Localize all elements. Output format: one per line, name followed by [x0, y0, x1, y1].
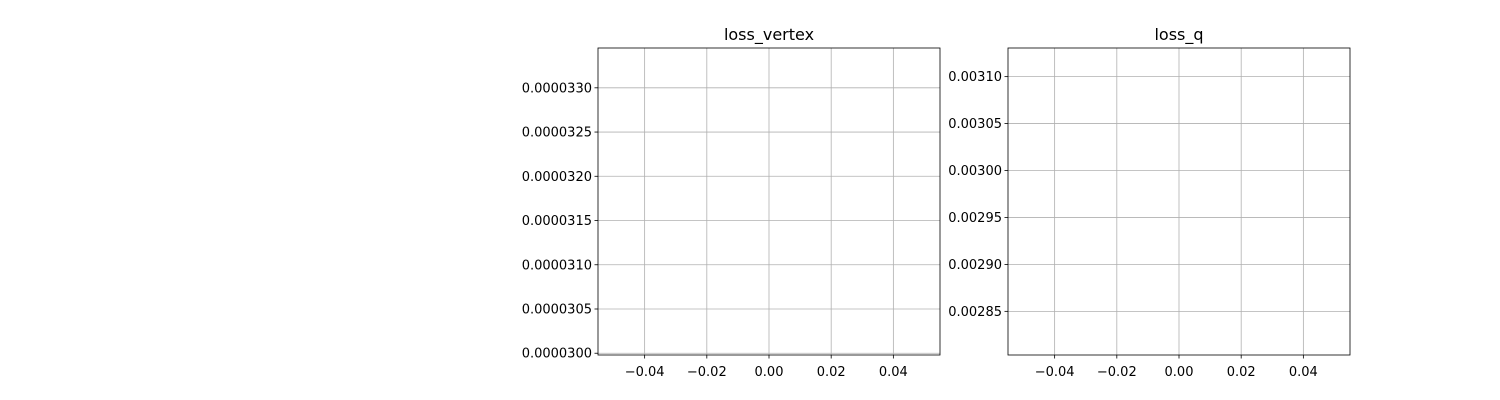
chart-title: loss_vertex	[724, 25, 814, 45]
y-tick-label: 0.0000315	[522, 214, 592, 229]
x-tick-label: −0.04	[1035, 365, 1075, 380]
y-tick-label: 0.00300	[948, 164, 1002, 179]
y-tick-label: 0.0000325	[522, 126, 592, 141]
y-tick-label: 0.0000310	[522, 258, 592, 273]
y-tick-label: 0.00295	[948, 211, 1002, 226]
y-tick-label: 0.0000320	[522, 170, 592, 185]
y-tick-label: 0.0000305	[522, 302, 592, 317]
x-tick-label: 0.00	[755, 365, 784, 380]
axes-frame	[597, 47, 941, 356]
y-tick-label: 0.00285	[948, 305, 1002, 320]
y-tick-label: 0.00310	[948, 70, 1002, 85]
x-tick-label: 0.04	[879, 365, 908, 380]
axes-frame	[1007, 47, 1351, 356]
chart-loss-vertex: −0.04 −0.02 0.00 0.02 0.04 0.0000300 0.0000305…	[522, 25, 941, 380]
x-tick-label: 0.00	[1165, 365, 1194, 380]
x-tick-label: −0.02	[687, 365, 727, 380]
x-tick-label: 0.02	[1227, 365, 1256, 380]
x-tick-label: −0.04	[625, 365, 665, 380]
y-tick-label: 0.0000330	[522, 81, 592, 96]
y-tick-label: 0.00305	[948, 117, 1002, 132]
chart-title: loss_q	[1154, 25, 1203, 45]
x-tick-label: 0.04	[1289, 365, 1318, 380]
chart-loss-q: −0.04 −0.02 0.00 0.02 0.04 0.00285 0.00290 0.00…	[948, 25, 1351, 380]
y-tick-label: 0.00290	[948, 258, 1002, 273]
x-tick-label: 0.02	[817, 365, 846, 380]
x-tick-label: −0.02	[1097, 365, 1137, 380]
y-tick-label: 0.0000300	[522, 347, 592, 362]
